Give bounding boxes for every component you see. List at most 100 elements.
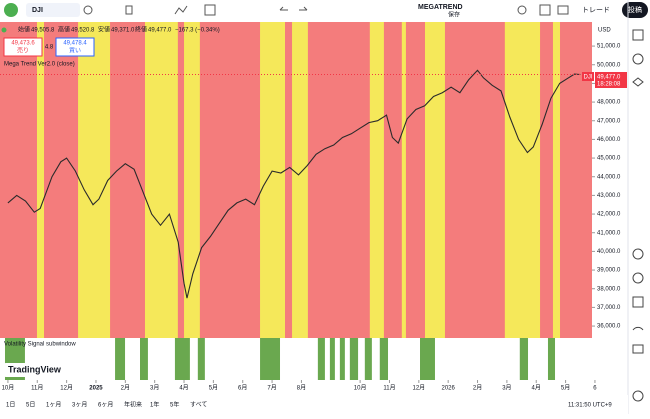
sell-button[interactable] (3, 37, 43, 57)
range-buttons: 1日 5日 1ヶ月 3ヶ月 6ヶ月 年初来 1年 5年 すべて (6, 401, 207, 409)
bottom-bar (0, 395, 628, 414)
y-tick-label: 48,000.0 (597, 100, 621, 106)
y-tick-label: 39,000.0 (597, 268, 621, 274)
help-icon[interactable] (632, 390, 644, 402)
range-button[interactable]: 3ヶ月 (72, 402, 87, 409)
layout-icon[interactable] (204, 4, 216, 16)
trade-button[interactable]: トレード (582, 7, 610, 14)
fullscreen-icon[interactable] (539, 4, 551, 16)
layers-icon[interactable] (632, 77, 644, 87)
top-bar (0, 0, 650, 22)
signal-bar (174, 338, 190, 380)
range-button[interactable]: すべて (190, 402, 207, 409)
indicator-name: Mega Trend Ver2.0 (close) (4, 62, 75, 68)
x-tick-label: 2025 (89, 386, 103, 392)
settings-icon[interactable] (517, 5, 527, 15)
countdown: 18:28:08 (597, 82, 621, 88)
signal-bar (420, 338, 435, 380)
x-tick-label: 11月 (383, 385, 395, 392)
watchlist-icon[interactable] (632, 29, 644, 41)
range-button[interactable]: 6ヶ月 (98, 402, 113, 409)
buy-button[interactable] (55, 37, 95, 57)
news-icon[interactable] (632, 272, 644, 284)
x-tick-label: 12月 (60, 385, 73, 392)
y-tick-label: 37,000.0 (597, 305, 621, 311)
x-tick-label: 5月 (209, 385, 218, 392)
signal-bar (519, 338, 529, 380)
buy-price[interactable]: 49,478.4 (63, 41, 87, 47)
low: 49,371.0 (111, 28, 135, 34)
y-tick-label: 42,000.0 (597, 212, 621, 218)
high-label: 高値 (58, 26, 70, 34)
clock: 11:31:50 UTC+9 (568, 403, 612, 409)
trend-band (144, 22, 178, 338)
close-label: 終値 (135, 26, 147, 34)
calendar-icon[interactable] (632, 248, 644, 260)
post-label[interactable]: 投稿 (628, 5, 642, 14)
indicator-icon[interactable] (174, 5, 188, 15)
trend-band (424, 22, 445, 338)
y-tick-label: 45,000.0 (597, 156, 621, 162)
signal-bar (547, 338, 556, 380)
right-sidebar (632, 29, 644, 402)
buy-label[interactable]: 買い (69, 48, 81, 55)
ohlc-legend: 始値 49,505.8 高値 49,520.8 安値 49,371.0 終値 4… (1, 26, 220, 34)
toolbar-icons (83, 4, 569, 16)
range-button[interactable]: 5年 (170, 401, 179, 409)
signal-bar (197, 338, 205, 380)
x-tick-label: 2月 (121, 385, 130, 392)
trend-band (78, 22, 111, 338)
x-tick-label: 10月 (354, 385, 367, 392)
y-tick-label: 51,000.0 (597, 44, 621, 50)
signal-bar (140, 338, 148, 380)
range-button[interactable]: 1ヶ月 (46, 402, 61, 409)
undo-icon[interactable] (279, 6, 288, 11)
ideas-icon[interactable] (632, 296, 644, 308)
range-button[interactable]: 1年 (150, 401, 159, 409)
subwindow-title: Volatility Signal subwindow (4, 342, 76, 348)
symbol-search[interactable] (26, 3, 80, 17)
x-tick-label: 3月 (150, 385, 159, 392)
signal-bar (349, 338, 359, 380)
y-tick-label: 43,000.0 (597, 193, 621, 199)
x-tick-label: 3月 (502, 385, 511, 392)
redo-icon[interactable] (299, 6, 308, 11)
snapshot-icon[interactable] (557, 5, 569, 15)
x-tick-label: 12月 (412, 385, 425, 392)
bar-icon[interactable] (125, 5, 133, 15)
currency: USD (598, 28, 611, 34)
trend-band (36, 22, 45, 338)
y-tick-label: 46,000.0 (597, 137, 621, 143)
stream-icon[interactable] (632, 326, 644, 331)
sell-label[interactable]: 売り (17, 47, 29, 55)
trend-band (184, 22, 200, 338)
chat-icon[interactable] (632, 344, 644, 354)
open-label: 始値 (18, 26, 30, 34)
add-icon[interactable] (83, 5, 93, 15)
spread: 4.8 (45, 45, 54, 51)
layout-name[interactable]: MEGATREND (418, 4, 463, 11)
x-tick-label: 7月 (267, 385, 276, 392)
avatar[interactable] (4, 3, 18, 17)
last-price-box (595, 72, 627, 88)
y-tick-label: 38,000.0 (597, 286, 621, 292)
symbol[interactable]: DJI (32, 7, 43, 14)
logo[interactable]: TradingView (8, 364, 62, 374)
trend-band (401, 22, 406, 338)
status-dot (1, 27, 7, 33)
range-button[interactable]: 年初来 (124, 401, 142, 409)
range-button[interactable]: 1日 (6, 402, 15, 409)
signal-bar (260, 338, 281, 380)
alert-icon[interactable] (632, 53, 644, 65)
x-tick-label: 10月 (2, 385, 15, 392)
overlay: 始値 49,505.8 高値 49,520.8 安値 49,371.0 終値 4… (1, 26, 220, 377)
high: 49,520.8 (71, 28, 95, 34)
open: 49,505.8 (31, 28, 55, 34)
trend-band (504, 22, 541, 338)
trend-band (292, 22, 308, 338)
range-button[interactable]: 5日 (26, 402, 35, 409)
y-tick-label: 47,000.0 (597, 118, 621, 124)
sell-price[interactable]: 49,473.6 (11, 41, 35, 47)
